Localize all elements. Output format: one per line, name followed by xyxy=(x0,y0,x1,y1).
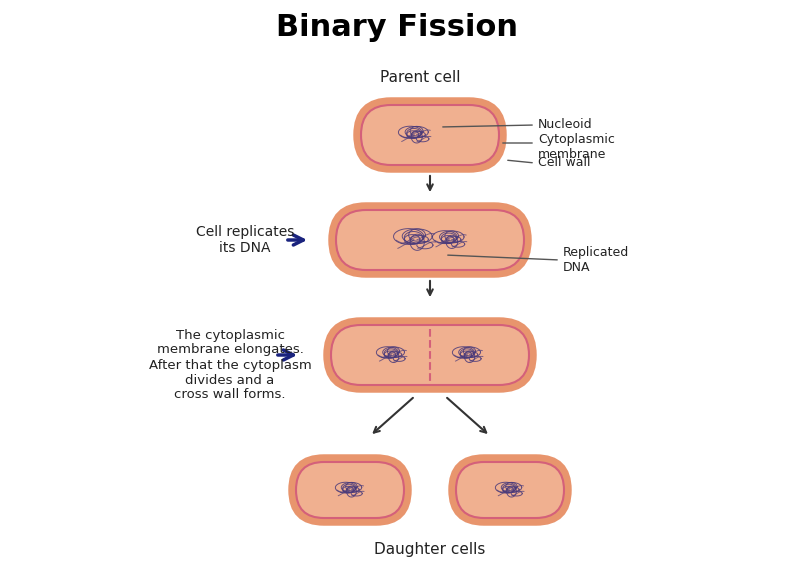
FancyBboxPatch shape xyxy=(450,456,570,524)
FancyBboxPatch shape xyxy=(290,456,410,524)
FancyBboxPatch shape xyxy=(325,319,535,391)
Text: Cell wall: Cell wall xyxy=(538,156,591,170)
Text: Cell replicates
its DNA: Cell replicates its DNA xyxy=(196,225,294,255)
Text: Replicated
DNA: Replicated DNA xyxy=(563,246,630,274)
FancyBboxPatch shape xyxy=(456,462,564,518)
Text: The cytoplasmic
membrane elongates.
After that the cytoplasm
divides and a
cross: The cytoplasmic membrane elongates. Afte… xyxy=(149,328,312,402)
FancyBboxPatch shape xyxy=(355,99,505,171)
Text: Cytoplasmic
membrane: Cytoplasmic membrane xyxy=(538,133,615,161)
FancyBboxPatch shape xyxy=(336,210,524,270)
Text: Daughter cells: Daughter cells xyxy=(374,542,486,557)
FancyBboxPatch shape xyxy=(330,204,530,276)
FancyBboxPatch shape xyxy=(331,325,529,385)
Text: Binary Fission: Binary Fission xyxy=(276,13,518,43)
FancyBboxPatch shape xyxy=(361,105,499,165)
Text: Parent cell: Parent cell xyxy=(380,70,460,85)
Text: Nucleoid: Nucleoid xyxy=(538,118,592,132)
FancyBboxPatch shape xyxy=(296,462,404,518)
